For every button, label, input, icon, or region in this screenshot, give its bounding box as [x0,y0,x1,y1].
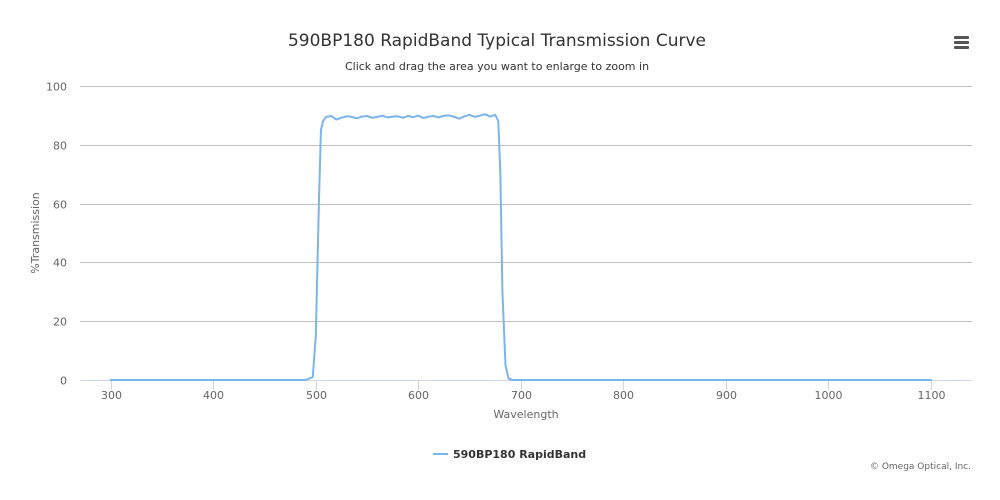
data-point[interactable] [344,113,350,119]
data-point[interactable] [323,114,329,120]
axis-layer: 0 20 40 60 80 100 300 400 500 600 700 800 900 1000 110… [46,81,946,403]
x-tick-label: 500 [306,389,327,402]
data-point[interactable] [369,115,375,121]
data-point[interactable] [395,113,401,119]
x-tick-label: 400 [203,389,224,402]
grid-layer [80,86,972,381]
data-point[interactable] [405,113,411,119]
data-point[interactable] [928,377,934,383]
chart-subtitle: Click and drag the area you want to enla… [345,60,649,73]
x-axis-title: Wavelength [493,408,558,421]
credits[interactable]: © Omega Optical, Inc. [870,462,971,472]
series-line[interactable] [109,113,932,381]
data-point[interactable] [310,374,316,380]
data-point[interactable] [313,333,319,339]
y-tick-label: 80 [53,140,67,153]
x-tick-label: 1100 [918,389,946,402]
data-point[interactable] [518,377,524,383]
legend[interactable]: 590BP180 RapidBand [433,448,586,461]
data-point[interactable] [431,113,437,119]
data-point[interactable] [492,112,498,118]
data-point[interactable] [487,114,493,120]
data-point[interactable] [472,114,478,120]
data-point[interactable] [502,362,508,368]
data-point[interactable] [482,111,488,117]
data-point[interactable] [456,116,462,122]
x-tick-label: 1000 [815,389,843,402]
chart-title: 590BP180 RapidBand Typical Transmission … [288,31,706,51]
data-point[interactable] [497,171,503,177]
x-tick-label: 300 [101,389,122,402]
data-point[interactable] [461,113,467,119]
data-point[interactable] [451,114,457,120]
data-point[interactable] [441,113,447,119]
data-point[interactable] [385,114,391,120]
data-point[interactable] [333,117,339,123]
data-point[interactable] [499,289,505,295]
menu-icon-bar [954,36,969,39]
x-tick-label: 900 [716,389,737,402]
y-tick-label: 20 [53,316,67,329]
y-tick-label: 100 [46,81,67,94]
data-point[interactable] [328,113,334,119]
data-point[interactable] [446,112,452,118]
data-point[interactable] [477,113,483,119]
legend-label[interactable]: 590BP180 RapidBand [453,448,586,461]
y-axis-title: %Transmission [29,192,42,274]
data-point[interactable] [400,115,406,121]
data-point[interactable] [569,377,575,383]
data-point[interactable] [510,377,516,383]
data-point[interactable] [354,115,360,121]
data-point[interactable] [415,113,421,119]
data-point[interactable] [318,127,324,133]
data-point[interactable] [316,201,322,207]
data-point[interactable] [374,114,380,120]
data-point[interactable] [620,377,626,383]
menu-icon-bar [954,41,969,44]
menu-icon-bar [954,46,969,49]
data-point[interactable] [410,114,416,120]
data-point[interactable] [379,113,385,119]
y-tick-label: 0 [60,375,67,388]
data-point[interactable] [467,112,473,118]
y-tick-label: 60 [53,199,67,212]
data-point[interactable] [426,114,432,120]
data-point[interactable] [723,377,729,383]
y-tick-label: 40 [53,257,67,270]
data-point[interactable] [364,113,370,119]
data-point[interactable] [303,377,309,383]
data-point[interactable] [338,115,344,121]
x-tick-label: 800 [613,389,634,402]
data-point[interactable] [359,114,365,120]
data-point[interactable] [436,114,442,120]
data-point[interactable] [420,115,426,121]
x-tick-label: 600 [408,389,429,402]
x-tick-label: 700 [511,389,532,402]
data-point[interactable] [390,114,396,120]
data-point[interactable] [349,114,355,120]
text-layer: 590BP180 RapidBand Typical Transmission … [29,31,971,472]
series-layer[interactable] [108,111,934,383]
hamburger-menu-icon[interactable] [950,30,974,54]
data-point[interactable] [108,377,114,383]
data-point[interactable] [825,377,831,383]
data-point[interactable] [495,118,501,124]
